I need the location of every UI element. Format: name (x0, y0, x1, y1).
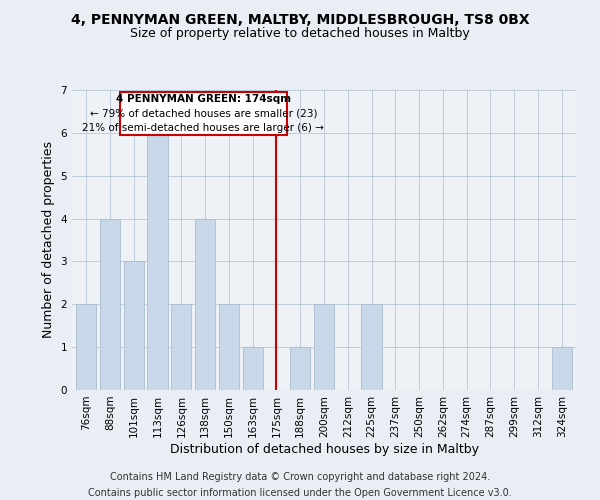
Bar (171, 304, 191, 390)
Bar (76, 304, 97, 390)
Text: 4, PENNYMAN GREEN, MALTBY, MIDDLESBROUGH, TS8 0BX: 4, PENNYMAN GREEN, MALTBY, MIDDLESBROUGH… (71, 12, 529, 26)
Bar (314, 304, 334, 390)
Bar (361, 304, 382, 390)
Text: ← 79% of detached houses are smaller (23): ← 79% of detached houses are smaller (23… (89, 108, 317, 118)
Bar (290, 347, 310, 390)
Y-axis label: Number of detached properties: Number of detached properties (42, 142, 55, 338)
Bar (219, 304, 239, 390)
Text: Contains HM Land Registry data © Crown copyright and database right 2024.: Contains HM Land Registry data © Crown c… (110, 472, 490, 482)
Bar (551, 347, 572, 390)
Text: 21% of semi-detached houses are larger (6) →: 21% of semi-detached houses are larger (… (82, 123, 324, 133)
Bar (124, 262, 144, 390)
Bar (242, 347, 263, 390)
Text: Contains public sector information licensed under the Open Government Licence v3: Contains public sector information licen… (88, 488, 512, 498)
X-axis label: Distribution of detached houses by size in Maltby: Distribution of detached houses by size … (170, 442, 479, 456)
FancyBboxPatch shape (119, 92, 287, 135)
Bar (100, 218, 120, 390)
Bar (195, 218, 215, 390)
Bar (148, 133, 167, 390)
Text: Size of property relative to detached houses in Maltby: Size of property relative to detached ho… (130, 28, 470, 40)
Text: 4 PENNYMAN GREEN: 174sqm: 4 PENNYMAN GREEN: 174sqm (116, 94, 291, 104)
